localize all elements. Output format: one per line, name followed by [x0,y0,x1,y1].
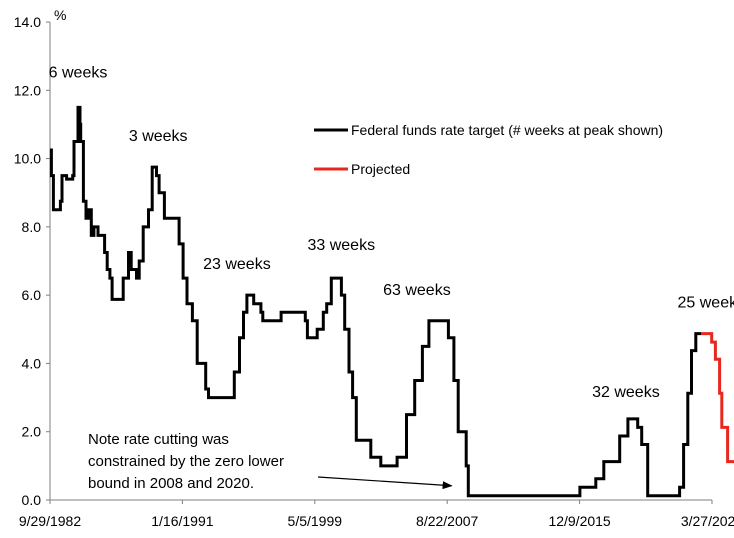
legend-label: Federal funds rate target (# weeks at pe… [351,122,663,138]
y-axis-unit: % [54,7,66,23]
annotation-text: bound in 2008 and 2020. [88,475,254,492]
x-tick-label: 3/27/2024 [681,513,734,529]
peak-label: 32 weeks [592,384,660,401]
annotation-text: Note rate cutting was [88,431,229,448]
legend-label: Projected [351,161,410,177]
x-tick-label: 8/22/2007 [416,513,478,529]
annotation-text: constrained by the zero lower [88,453,284,470]
x-tick-label: 1/16/1991 [151,513,213,529]
y-tick-label: 4.0 [22,355,42,371]
x-axis: 9/29/1982 1/16/1991 5/5/1999 8/22/2007 12/9/… [19,499,734,529]
y-tick-label: 2.0 [22,424,42,440]
x-tick-label: 12/9/2015 [548,513,610,529]
peak-label: 23 weeks [203,256,271,273]
peak-label: 25 weeks [678,295,734,312]
peak-label: 63 weeks [383,282,451,299]
annotation-arrow [317,476,453,490]
annotation: Note rate cutting was constrained by the … [88,431,453,492]
series-line-fed-funds-target [49,105,702,498]
peak-label: 6 weeks [49,64,108,81]
series-line-projected [701,332,734,464]
y-tick-label: 8.0 [22,219,42,235]
y-tick-label: 6.0 [22,287,42,303]
series-layer [49,105,734,498]
y-axis: 0.0 2.0 4.0 6.0 8.0 10.0 12.0 14.0% [14,7,67,508]
peak-labels: 6 weeks 3 weeks 23 weeks 33 weeks 63 weeks 32… [49,64,734,401]
y-tick-label: 10.0 [14,151,41,167]
legend: Federal funds rate target (# weeks at pe… [314,122,663,177]
y-tick-label: 0.0 [22,492,42,508]
y-tick-label: 12.0 [14,82,41,98]
peak-label: 33 weeks [307,237,375,254]
peak-label: 3 weeks [129,128,188,145]
y-tick-label: 14.0 [14,14,41,30]
x-tick-label: 9/29/1982 [19,513,81,529]
x-tick-label: 5/5/1999 [288,513,343,529]
